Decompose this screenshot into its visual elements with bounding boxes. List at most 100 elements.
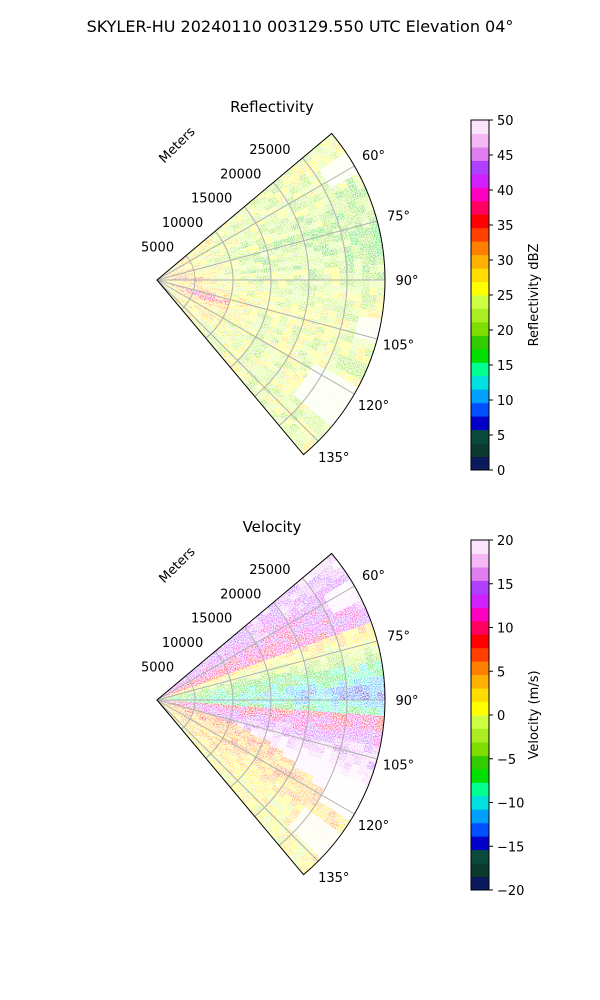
field-cell (261, 676, 270, 682)
field-cell (175, 682, 184, 688)
field-cell (164, 698, 173, 700)
field-cell (254, 739, 263, 747)
range-tick-label: 20000 (220, 167, 261, 182)
field-cell (173, 295, 180, 302)
field-cell (193, 290, 202, 295)
field-cell (352, 756, 362, 767)
field-cell (195, 315, 203, 323)
azimuth-spoke (156, 279, 319, 442)
field-cell (210, 247, 219, 254)
field-cell (171, 704, 179, 708)
field-cell (341, 232, 351, 241)
colorbar-segment (471, 768, 489, 783)
field-cell (276, 716, 286, 723)
field-cell (330, 199, 341, 210)
field-cell (216, 288, 226, 293)
field-cell (241, 353, 251, 362)
field-cell (315, 716, 324, 724)
field-cell (294, 232, 304, 241)
field-cell (219, 305, 228, 312)
field-cell (193, 725, 202, 732)
field-cell (178, 707, 187, 711)
field-cell (294, 167, 305, 178)
field-cell (321, 754, 331, 763)
field-cell (181, 728, 188, 736)
field-cell (283, 251, 293, 258)
field-cell (240, 734, 249, 741)
field-cell (268, 647, 278, 655)
field-cell (297, 310, 306, 318)
colorbar-segment (471, 634, 489, 649)
field-cell (247, 709, 256, 714)
field-cell (216, 744, 225, 752)
field-cell (242, 308, 252, 315)
field-cell (281, 807, 292, 818)
field-cell (257, 749, 267, 758)
field-cell (281, 387, 292, 398)
field-cell (209, 665, 218, 672)
field-cell (227, 741, 237, 749)
field-cell (200, 740, 209, 748)
field-cell (264, 404, 275, 415)
field-cell (203, 249, 211, 256)
field-cell (273, 623, 283, 632)
field-cell (199, 294, 208, 299)
field-cell (283, 746, 293, 755)
field-cell (312, 214, 322, 224)
field-cell (250, 307, 260, 314)
field-cell (277, 261, 286, 268)
field-cell (261, 199, 271, 208)
field-cell (284, 680, 294, 687)
field-cell (373, 310, 384, 321)
field-cell (193, 268, 202, 273)
field-cell (273, 639, 283, 648)
field-cell (279, 636, 290, 645)
field-cell (299, 720, 308, 727)
field-cell (308, 290, 317, 297)
field-cell (359, 308, 369, 318)
field-cell (320, 309, 330, 317)
colorbar-segment (471, 553, 489, 568)
field-cell (190, 296, 199, 302)
field-cell (187, 732, 195, 740)
field-cell (262, 318, 272, 326)
field-cell (224, 709, 233, 714)
field-cell (233, 351, 242, 360)
field-cell (177, 721, 184, 729)
field-cell (209, 709, 218, 713)
colorbar-segment (471, 348, 489, 363)
field-cell (261, 260, 271, 266)
field-cell (363, 646, 373, 657)
field-cell (164, 700, 173, 702)
field-cell (255, 791, 265, 801)
field-cell (186, 303, 194, 310)
field-cell (262, 291, 271, 297)
field-cell (263, 814, 274, 825)
field-cell (175, 292, 184, 298)
field-cell (262, 711, 271, 717)
field-cell (298, 725, 307, 732)
field-cell (217, 700, 226, 703)
field-cell (207, 312, 216, 319)
range-ring (205, 650, 234, 759)
field-cell (263, 276, 272, 281)
field-cell (209, 285, 218, 289)
field-cell (323, 748, 333, 757)
field-cell (292, 611, 303, 621)
field-cell (187, 277, 196, 279)
field-cell (308, 688, 317, 695)
field-cell (215, 263, 225, 268)
field-cell (277, 632, 288, 641)
field-cell (203, 737, 212, 745)
field-cell (211, 669, 220, 676)
field-cell (259, 326, 269, 334)
field-cell (222, 735, 232, 743)
field-cell (202, 704, 211, 708)
field-cell (262, 264, 271, 270)
field-cell (316, 268, 325, 275)
field-cell (286, 213, 297, 222)
field-cell (231, 685, 241, 690)
field-cell (250, 746, 260, 754)
field-cell (290, 303, 300, 311)
field-cell (270, 772, 280, 782)
